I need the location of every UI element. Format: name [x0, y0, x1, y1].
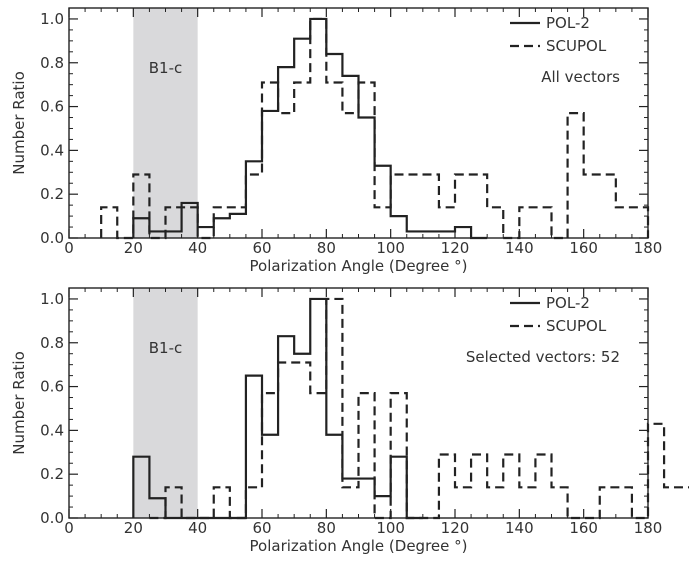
x-axis-title: Polarization Angle (Degree °)	[250, 257, 468, 275]
series-scupol	[100, 17, 650, 240]
x-tick-label: 120	[441, 239, 470, 257]
y-tick-label: 1.0	[40, 10, 64, 28]
x-tick-label: 180	[634, 519, 663, 537]
x-tick-label: 40	[188, 239, 207, 257]
x-tick-label: 20	[124, 239, 143, 257]
y-tick-label: 0.2	[40, 465, 64, 483]
x-tick-label: 140	[505, 239, 534, 257]
legend-label: SCUPOL	[546, 37, 607, 55]
y-tick-label: 0.4	[40, 421, 64, 439]
shaded-region	[133, 288, 198, 518]
y-tick-label: 0.8	[40, 334, 64, 352]
x-tick-label: 20	[124, 519, 143, 537]
legend-label: POL-2	[546, 14, 590, 32]
y-axis-title: Number Ratio	[10, 351, 28, 455]
chart-panel-2: B1-c 0 20 40 60 80 100 120 140 160 180 0.0 0.2 0.4 0.6…	[10, 287, 689, 555]
shaded-region-label: B1-c	[149, 59, 183, 77]
series-pol-2	[132, 17, 488, 240]
y-tick-label: 0.6	[40, 378, 64, 396]
x-tick-label: 0	[64, 239, 74, 257]
y-tick-label: 1.0	[40, 290, 64, 308]
x-tick-label: 160	[569, 519, 598, 537]
x-tick-label: 160	[569, 239, 598, 257]
legend: POL-2 SCUPOL	[510, 294, 607, 335]
x-tick-label: 60	[252, 239, 271, 257]
x-tick-label: 80	[317, 239, 336, 257]
x-axis-title: Polarization Angle (Degree °)	[250, 537, 468, 555]
chart-panel-1: B1-c 0 20 40 60 80 100 120 140 160 180 0.0 0.2 0.4 0.6…	[10, 7, 663, 275]
y-tick-label: 0.8	[40, 54, 64, 72]
y-tick-label: 0.4	[40, 141, 64, 159]
x-tick-label: 120	[441, 519, 470, 537]
legend-label: POL-2	[546, 294, 590, 312]
x-tick-label: 100	[376, 239, 405, 257]
x-tick-label: 180	[634, 239, 663, 257]
x-tick-label: 80	[317, 519, 336, 537]
panel-annotation: Selected vectors: 52	[466, 348, 620, 366]
series-scupol	[149, 297, 689, 520]
x-tick-label: 140	[505, 519, 534, 537]
y-tick-label: 0.0	[40, 509, 64, 527]
x-tick-label: 100	[376, 519, 405, 537]
legend: POL-2 SCUPOL	[510, 14, 607, 55]
y-axis-title: Number Ratio	[10, 71, 28, 175]
shaded-region	[133, 8, 198, 238]
panel-annotation: All vectors	[541, 68, 620, 86]
y-tick-label: 0.0	[40, 229, 64, 247]
x-tick-label: 60	[252, 519, 271, 537]
x-tick-label: 40	[188, 519, 207, 537]
y-tick-label: 0.2	[40, 185, 64, 203]
legend-label: SCUPOL	[546, 317, 607, 335]
y-tick-label: 0.6	[40, 98, 64, 116]
x-tick-label: 0	[64, 519, 74, 537]
shaded-region-label: B1-c	[149, 339, 183, 357]
